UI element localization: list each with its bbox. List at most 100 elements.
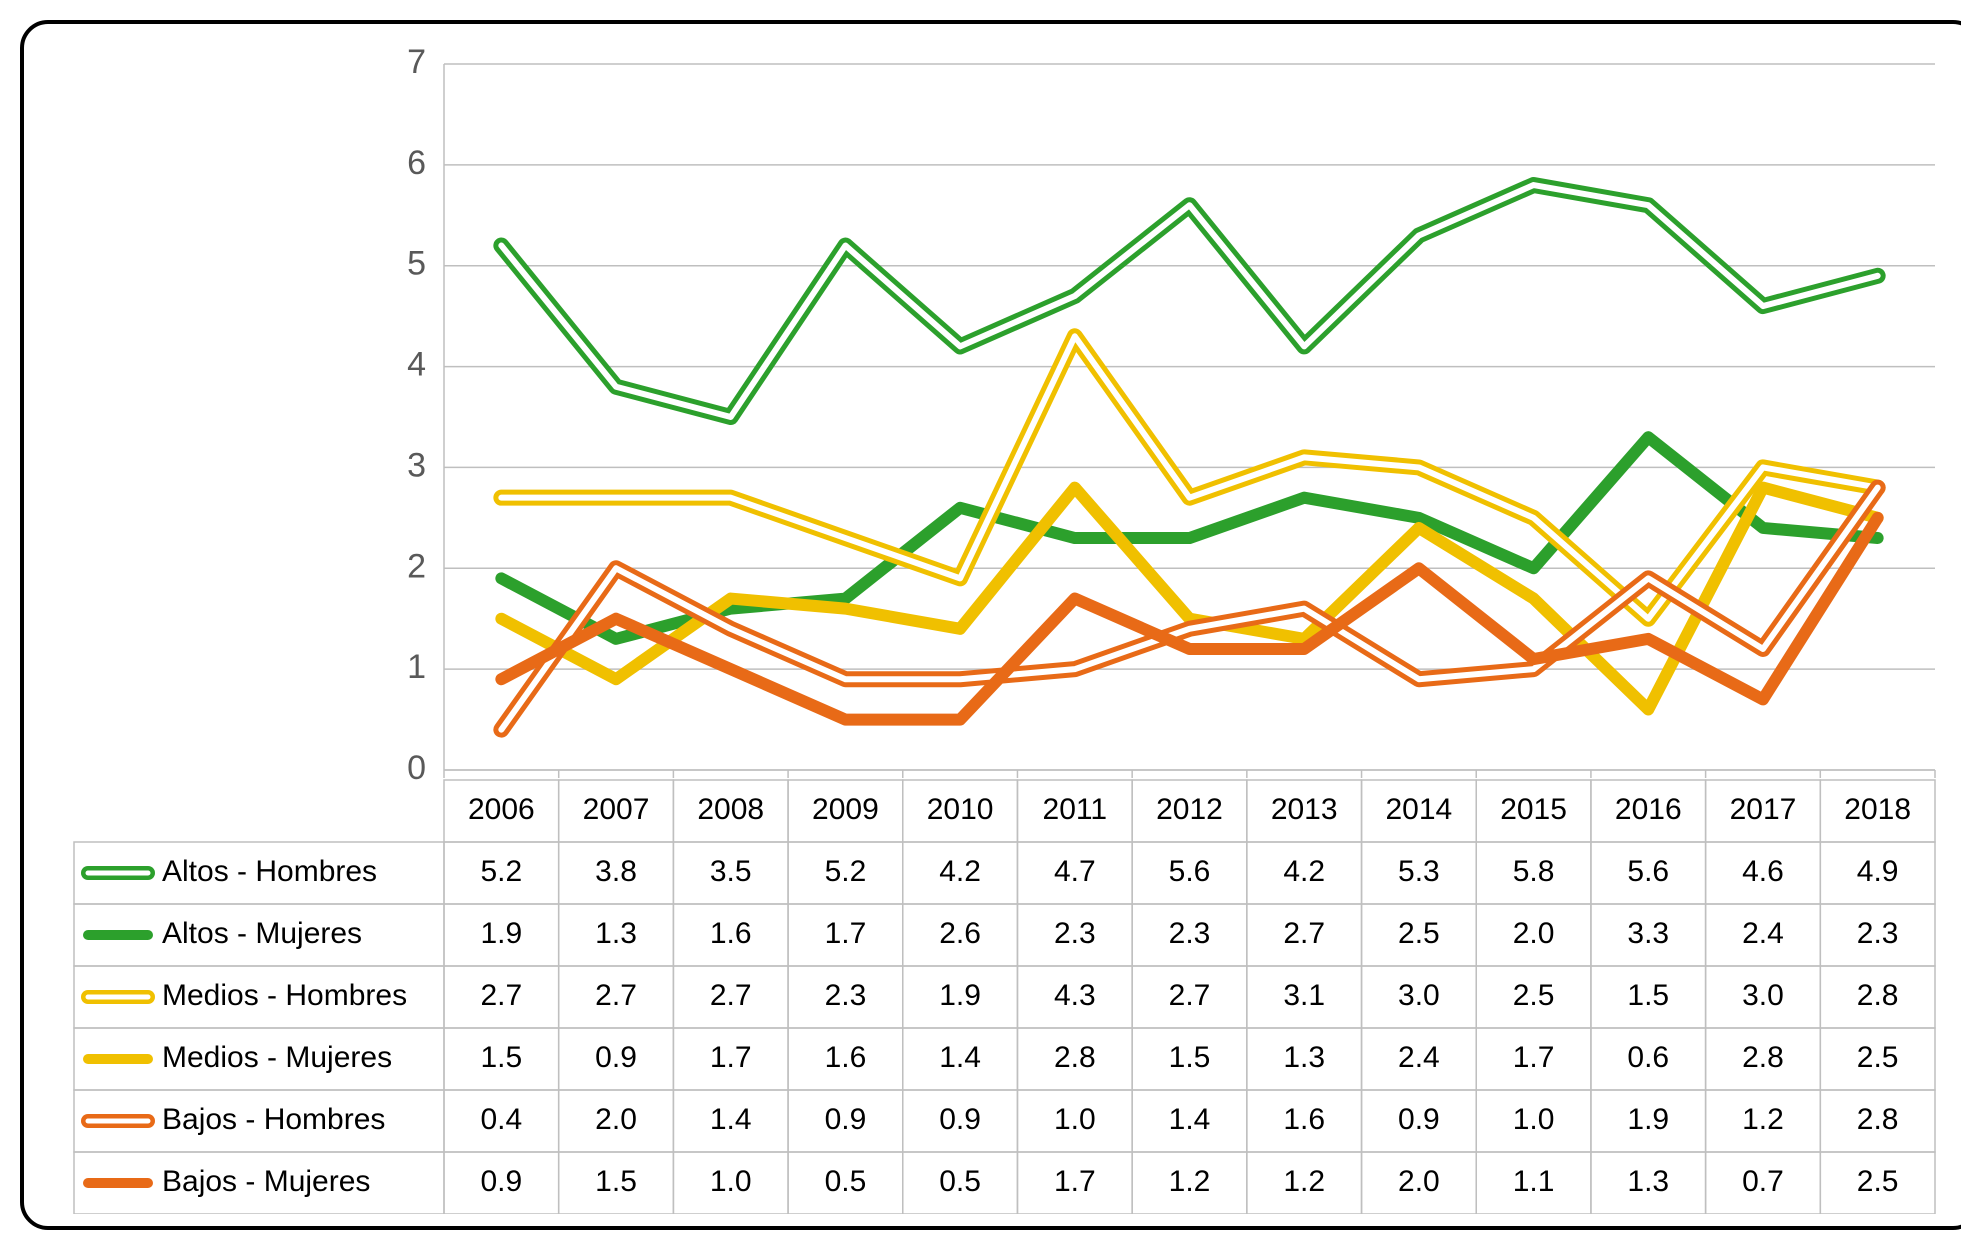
- data-cell-value: 4.2: [1283, 855, 1325, 888]
- data-cell-value: 1.2: [1742, 1103, 1784, 1136]
- series-line-outer: [501, 488, 1877, 730]
- data-cell-value: 4.2: [939, 855, 981, 888]
- data-cell-value: 2.7: [1283, 917, 1325, 950]
- x-header-label: 2013: [1271, 793, 1338, 826]
- data-cell-value: 3.8: [595, 855, 637, 888]
- data-cell-value: 0.9: [595, 1041, 637, 1074]
- data-cell-value: 5.6: [1627, 855, 1669, 888]
- data-cell-value: 1.0: [1513, 1103, 1555, 1136]
- data-cell-value: 1.6: [710, 917, 752, 950]
- data-cell-value: 5.6: [1169, 855, 1211, 888]
- data-cell-value: 1.5: [1169, 1041, 1211, 1074]
- data-cell-value: 1.3: [1283, 1041, 1325, 1074]
- data-cell-value: 1.0: [710, 1165, 752, 1198]
- data-cell-value: 2.8: [1857, 979, 1899, 1012]
- data-cell-value: 2.5: [1857, 1041, 1899, 1074]
- data-cell-value: 1.9: [939, 979, 981, 1012]
- data-cell-value: 0.9: [939, 1103, 981, 1136]
- x-header-label: 2010: [927, 793, 994, 826]
- data-cell-value: 2.3: [1857, 917, 1899, 950]
- data-cell-value: 2.7: [1169, 979, 1211, 1012]
- y-tick-label: 0: [407, 749, 426, 787]
- data-cell-value: 1.3: [1627, 1165, 1669, 1198]
- legend-label: Medios - Hombres: [162, 979, 407, 1012]
- data-cell-value: 5.2: [825, 855, 867, 888]
- x-header-label: 2012: [1156, 793, 1223, 826]
- data-cell-value: 2.8: [1742, 1041, 1784, 1074]
- data-cell-value: 1.7: [710, 1041, 752, 1074]
- data-cell-value: 1.9: [1627, 1103, 1669, 1136]
- data-cell-value: 1.9: [480, 917, 522, 950]
- data-cell-value: 2.5: [1857, 1165, 1899, 1198]
- x-header-label: 2006: [468, 793, 535, 826]
- data-cell-value: 1.5: [595, 1165, 637, 1198]
- data-cell-value: 3.0: [1398, 979, 1440, 1012]
- data-cell-value: 2.5: [1398, 917, 1440, 950]
- data-cell-value: 2.8: [1857, 1103, 1899, 1136]
- data-cell-value: 2.8: [1054, 1041, 1096, 1074]
- chart-frame: 0123456720062007200820092010201120122013…: [20, 20, 1961, 1230]
- data-cell-value: 2.7: [710, 979, 752, 1012]
- legend-label: Bajos - Hombres: [162, 1103, 385, 1136]
- data-cell-value: 1.2: [1169, 1165, 1211, 1198]
- y-tick-label: 7: [407, 44, 426, 81]
- y-tick-label: 3: [407, 446, 426, 484]
- data-cell-value: 1.0: [1054, 1103, 1096, 1136]
- data-cell-value: 1.5: [1627, 979, 1669, 1012]
- data-cell-value: 2.3: [1169, 917, 1211, 950]
- x-header-label: 2015: [1500, 793, 1567, 826]
- data-cell-value: 2.3: [825, 979, 867, 1012]
- data-cell-value: 1.7: [825, 917, 867, 950]
- data-cell-value: 0.9: [1398, 1103, 1440, 1136]
- data-cell-value: 4.9: [1857, 855, 1899, 888]
- data-cell-value: 0.5: [825, 1165, 867, 1198]
- data-cell-value: 1.4: [1169, 1103, 1211, 1136]
- data-cell-value: 3.0: [1742, 979, 1784, 1012]
- data-cell-value: 4.7: [1054, 855, 1096, 888]
- data-cell-value: 0.7: [1742, 1165, 1784, 1198]
- x-header-label: 2009: [812, 793, 879, 826]
- series-line-outer: [501, 336, 1877, 618]
- x-header-label: 2018: [1844, 793, 1911, 826]
- data-cell-value: 2.5: [1513, 979, 1555, 1012]
- data-cell-value: 0.6: [1627, 1041, 1669, 1074]
- data-cell-value: 2.7: [480, 979, 522, 1012]
- series-line-outer: [501, 185, 1877, 417]
- data-cell-value: 2.0: [1398, 1165, 1440, 1198]
- legend-label: Bajos - Mujeres: [162, 1165, 370, 1198]
- data-cell-value: 2.0: [1513, 917, 1555, 950]
- data-cell-value: 2.4: [1398, 1041, 1440, 1074]
- data-cell-value: 5.8: [1513, 855, 1555, 888]
- data-cell-value: 4.3: [1054, 979, 1096, 1012]
- data-cell-value: 2.7: [595, 979, 637, 1012]
- data-cell-value: 0.4: [480, 1103, 522, 1136]
- data-cell-value: 2.4: [1742, 917, 1784, 950]
- data-cell-value: 1.7: [1054, 1165, 1096, 1198]
- data-cell-value: 1.1: [1513, 1165, 1555, 1198]
- data-cell-value: 0.5: [939, 1165, 981, 1198]
- y-tick-label: 4: [407, 346, 426, 384]
- y-tick-label: 5: [407, 245, 426, 283]
- x-header-label: 2016: [1615, 793, 1682, 826]
- data-cell-value: 3.5: [710, 855, 752, 888]
- data-cell-value: 4.6: [1742, 855, 1784, 888]
- data-cell-value: 2.6: [939, 917, 981, 950]
- data-cell-value: 0.9: [825, 1103, 867, 1136]
- chart-container: 0123456720062007200820092010201120122013…: [54, 44, 1947, 1206]
- data-cell-value: 3.1: [1283, 979, 1325, 1012]
- data-cell-value: 3.3: [1627, 917, 1669, 950]
- data-cell-value: 2.3: [1054, 917, 1096, 950]
- data-cell-value: 1.5: [480, 1041, 522, 1074]
- y-tick-label: 1: [407, 648, 426, 686]
- data-cell-value: 5.2: [480, 855, 522, 888]
- legend-label: Medios - Mujeres: [162, 1041, 392, 1074]
- data-cell-value: 1.4: [710, 1103, 752, 1136]
- data-cell-value: 1.6: [1283, 1103, 1325, 1136]
- line-chart: 0123456720062007200820092010201120122013…: [54, 44, 1955, 1214]
- legend-label: Altos - Hombres: [162, 855, 377, 888]
- data-cell-value: 2.0: [595, 1103, 637, 1136]
- data-cell-value: 1.4: [939, 1041, 981, 1074]
- data-cell-value: 1.7: [1513, 1041, 1555, 1074]
- x-header-label: 2007: [583, 793, 650, 826]
- x-header-label: 2011: [1043, 793, 1108, 826]
